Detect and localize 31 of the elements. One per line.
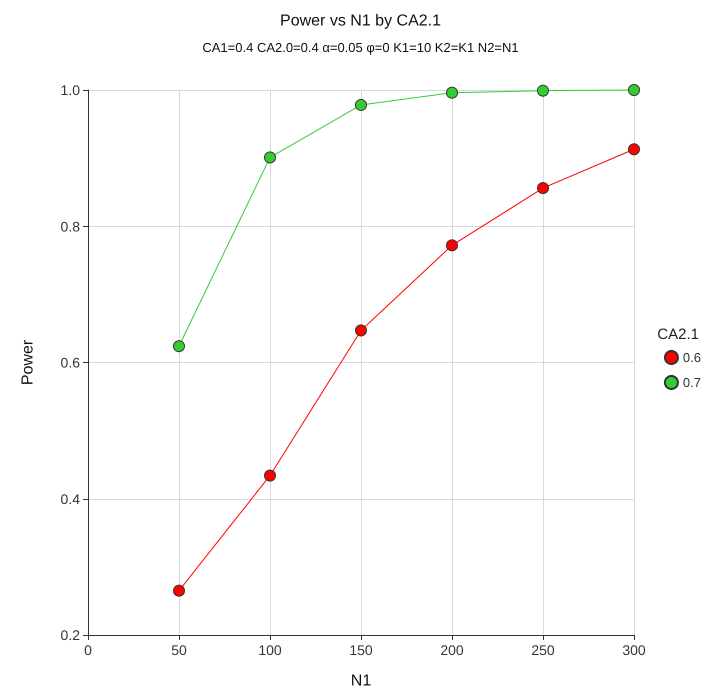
- point: [355, 324, 367, 336]
- point: [628, 143, 640, 156]
- legend-label: 0.6: [682, 350, 702, 365]
- legend-title: CA2.1: [657, 326, 700, 343]
- point: [537, 182, 549, 194]
- legend-label: 0.7: [682, 375, 702, 390]
- x-tick-label: 100: [258, 642, 282, 658]
- y-tick-label: 1.0: [60, 82, 80, 98]
- y-tick-label: 0.8: [60, 218, 80, 234]
- point: [355, 98, 367, 111]
- point: [264, 151, 276, 164]
- x-tick-label: 50: [171, 642, 187, 658]
- x-tick-label: 200: [440, 642, 464, 658]
- y-tick-label: 0.2: [60, 627, 80, 643]
- x-tick-label: 300: [622, 642, 646, 658]
- point: [446, 239, 458, 252]
- y-tick-label: 0.4: [60, 490, 80, 507]
- point: [264, 470, 276, 482]
- y-axis-title: Power: [20, 339, 36, 386]
- x-tick-label: 0: [84, 642, 92, 658]
- x-tick-label: 250: [531, 642, 555, 658]
- x-axis-title: N1: [350, 672, 372, 690]
- chart-title: Power vs N1 by CA2.1: [280, 12, 442, 30]
- chart-subtitle: CA1=0.4 CA2.0=0.4 α=0.05 φ=0 K1=10 K2=K1 N2=N1: [202, 40, 519, 55]
- y-tick-label: 0.6: [60, 354, 80, 370]
- point: [628, 84, 640, 96]
- point: [446, 86, 458, 99]
- x-tick-label: 150: [349, 642, 373, 658]
- point: [173, 584, 185, 597]
- point: [173, 340, 185, 352]
- point: [537, 84, 549, 97]
